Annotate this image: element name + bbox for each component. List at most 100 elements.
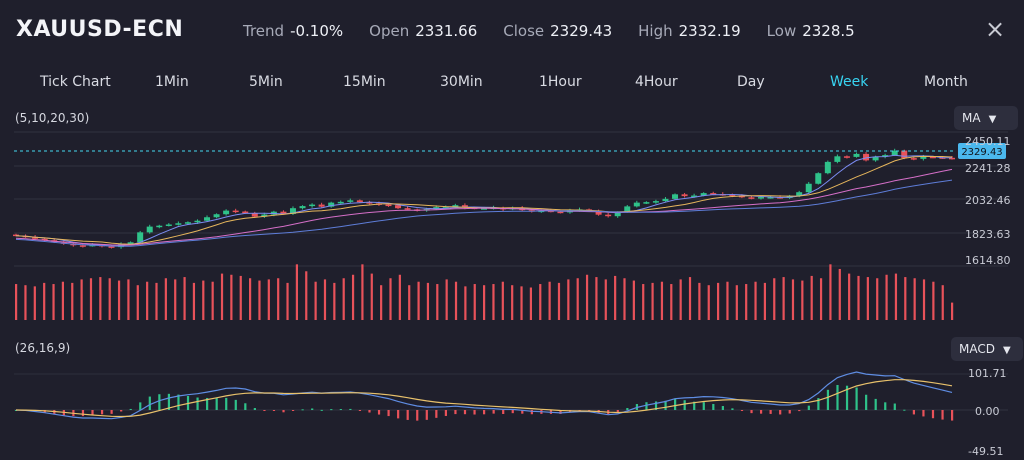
- volume-bar: [417, 281, 420, 320]
- volume-bar: [277, 278, 280, 320]
- volume-bar: [389, 278, 392, 320]
- volume-bar: [342, 278, 345, 320]
- volume-bar: [89, 278, 93, 320]
- macd-bar: [91, 410, 94, 415]
- volume-bar: [660, 281, 664, 320]
- macd-bar: [798, 410, 801, 412]
- candle-body: [949, 157, 955, 160]
- ma-params-label: (5,10,20,30): [15, 111, 90, 125]
- macd-bar: [664, 400, 667, 410]
- candle-body: [204, 217, 211, 221]
- macd-bar: [951, 410, 954, 421]
- macd-bar: [368, 410, 371, 413]
- volume-bar: [305, 271, 308, 320]
- macd-bar: [43, 410, 46, 413]
- tab-day[interactable]: Day: [737, 74, 765, 90]
- candle-body: [595, 210, 602, 215]
- candle-body: [165, 224, 172, 226]
- ma-line: [15, 154, 952, 247]
- candle-body: [853, 153, 860, 157]
- volume-bar: [323, 279, 327, 320]
- volume-bar: [866, 277, 869, 320]
- candle-body: [461, 205, 468, 208]
- macd-bar: [817, 398, 820, 410]
- volume-bar: [370, 273, 373, 320]
- volume-bar: [754, 281, 757, 320]
- tab-15min[interactable]: 15Min: [343, 74, 386, 90]
- macd-lines: [15, 371, 953, 420]
- candle-body: [337, 201, 344, 204]
- tab-week[interactable]: Week: [830, 74, 869, 90]
- volume-bar: [426, 282, 430, 320]
- macd-bar: [234, 399, 237, 410]
- macd-bar: [253, 408, 256, 410]
- candle-body: [41, 238, 48, 241]
- candle-body: [729, 194, 736, 196]
- macd-bar: [301, 409, 304, 411]
- macd-bar: [788, 410, 791, 414]
- candle-body: [605, 214, 612, 217]
- stat-label: Close: [503, 22, 545, 40]
- volume-bar: [117, 280, 121, 320]
- macd-bar: [922, 410, 925, 417]
- price-tick-label: 2241.28: [965, 162, 1011, 175]
- macd-bar: [530, 410, 533, 415]
- candle-body: [261, 214, 268, 217]
- candle-body: [452, 205, 459, 207]
- macd-bar: [100, 410, 104, 415]
- stat-label: Open: [369, 22, 410, 40]
- volume-bar: [164, 278, 167, 320]
- macd-bar: [865, 394, 868, 410]
- macd-bar: [406, 410, 409, 420]
- candle-body: [137, 232, 144, 243]
- volume-bar: [810, 275, 813, 320]
- tab-tick-chart[interactable]: Tick Chart: [40, 74, 111, 90]
- macd-bar: [158, 394, 161, 410]
- macd-bar: [845, 385, 849, 410]
- macd-bar: [807, 405, 810, 410]
- macd-bar: [148, 396, 151, 410]
- volume-bar: [904, 277, 907, 320]
- tab-4hour[interactable]: 4Hour: [635, 74, 678, 90]
- close-icon[interactable]: ×: [985, 15, 1006, 43]
- macd-bar: [588, 410, 591, 411]
- macd-bar: [81, 410, 85, 417]
- macd-dropdown[interactable]: MACD ▼: [951, 337, 1023, 361]
- chevron-down-icon: ▼: [988, 114, 997, 125]
- volume-bar: [52, 284, 55, 320]
- price-tick-label: 2032.46: [965, 194, 1011, 207]
- macd-bar: [444, 410, 447, 416]
- macd-bar: [674, 399, 677, 410]
- macd-bar: [263, 410, 266, 411]
- macd-bar: [702, 402, 705, 410]
- macd-bar: [129, 408, 132, 410]
- volume-bar: [576, 278, 579, 320]
- macd-dropdown-label: MACD: [959, 342, 995, 356]
- macd-bar: [912, 410, 915, 415]
- volume-bar: [80, 279, 83, 320]
- volume-bar: [445, 279, 448, 320]
- tab-1min[interactable]: 1Min: [155, 74, 189, 90]
- volume-bar: [136, 285, 139, 320]
- stat-value: 2328.5: [802, 22, 855, 40]
- candle-body: [127, 242, 134, 245]
- macd-bar: [473, 410, 476, 415]
- candle-body: [299, 206, 306, 209]
- tab-month[interactable]: Month: [924, 74, 968, 90]
- tab-1hour[interactable]: 1Hour: [539, 74, 582, 90]
- stat-trend: Trend -0.10%: [243, 22, 343, 40]
- volume-bar: [211, 281, 214, 320]
- macd-bar: [320, 409, 323, 411]
- macd-bar: [139, 402, 142, 410]
- macd-bar: [177, 394, 180, 410]
- tab-5min[interactable]: 5Min: [249, 74, 283, 90]
- price-chart[interactable]: 2329.43 2450.11 2241.28 2032.46 1823.63 …: [0, 100, 1024, 460]
- candle-body: [633, 202, 640, 207]
- stat-label: Trend: [243, 22, 285, 40]
- volume-bar: [941, 285, 944, 320]
- macd-bar: [626, 408, 629, 410]
- ma-dropdown[interactable]: MA ▼: [954, 106, 1018, 130]
- volume-bar: [838, 268, 841, 320]
- macd-bar: [282, 410, 285, 413]
- tab-30min[interactable]: 30Min: [440, 74, 483, 90]
